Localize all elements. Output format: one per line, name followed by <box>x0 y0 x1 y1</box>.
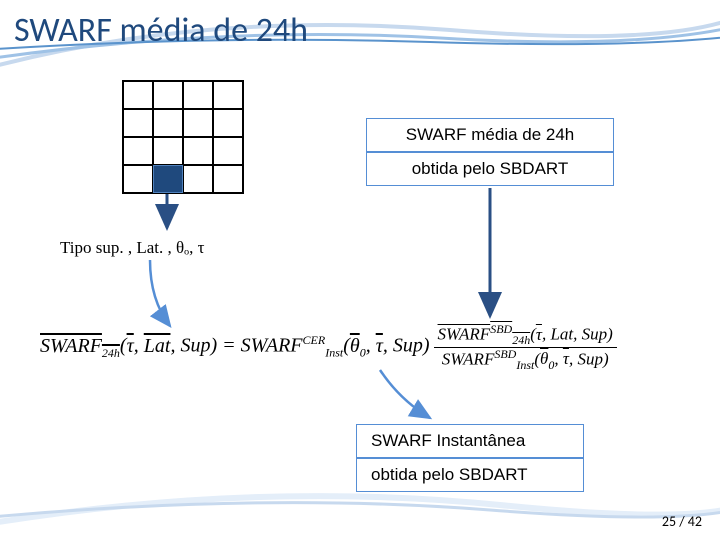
page-number: 25 / 42 <box>662 513 702 530</box>
grid-cell <box>123 109 153 137</box>
grid-cell <box>183 137 213 165</box>
grid-cell <box>153 109 183 137</box>
grid-cell <box>123 165 153 193</box>
grid-cell <box>213 165 243 193</box>
grid-cell <box>153 81 183 109</box>
callout-sbdart-top: obtida pelo SBDART <box>366 152 614 186</box>
grid-cell <box>153 137 183 165</box>
arrow-label-to-formula <box>150 260 170 326</box>
formula: SWARF24h(τ, Lat, Sup) = SWARFCERInst(θ0,… <box>40 322 676 372</box>
page-title: SWARF média de 24h <box>14 10 308 51</box>
grid-cell <box>183 109 213 137</box>
tipo-sup-label: Tipo sup. , Lat. , θₒ, τ <box>60 238 204 258</box>
grid-cell <box>123 81 153 109</box>
data-grid <box>122 80 244 194</box>
grid-cell <box>183 165 213 193</box>
callout-sbdart-bottom: obtida pelo SBDART <box>356 458 584 492</box>
grid-cell <box>213 81 243 109</box>
grid-cell <box>123 137 153 165</box>
grid-cell-selected <box>153 165 183 193</box>
callout-swarf-24h: SWARF média de 24h <box>366 118 614 152</box>
grid-cell <box>183 81 213 109</box>
grid-cell <box>213 109 243 137</box>
callout-swarf-instant: SWARF Instantânea <box>356 424 584 458</box>
grid-cell <box>213 137 243 165</box>
arrow-formula-to-bottombox <box>380 370 430 418</box>
